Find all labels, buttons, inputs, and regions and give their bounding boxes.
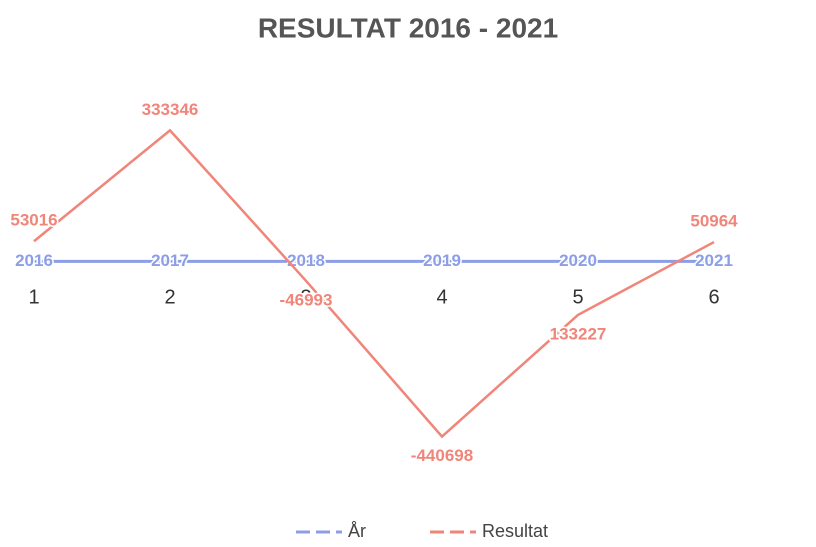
x-tick-label: 5 xyxy=(572,287,583,309)
x-tick-label: 1 xyxy=(28,287,39,309)
data-label: 53016 xyxy=(10,211,57,230)
data-label: 2018 xyxy=(287,251,325,270)
chart-title: RESULTAT 2016 - 2021 xyxy=(258,12,558,43)
data-label: 2016 xyxy=(15,251,53,270)
x-tick-label: 4 xyxy=(436,287,447,309)
x-tick-label: 3 xyxy=(300,287,311,309)
data-label: 133227 xyxy=(550,324,607,343)
data-label: 333346 xyxy=(142,100,199,119)
data-label: -46993 xyxy=(280,290,333,309)
data-label: 2020 xyxy=(559,251,597,270)
data-label: 50964 xyxy=(690,212,738,231)
data-label: 2017 xyxy=(151,251,189,270)
data-label: 2021 xyxy=(695,251,733,270)
legend-label: Resultat xyxy=(482,521,548,541)
legend-label: År xyxy=(348,521,366,541)
x-tick-label: 6 xyxy=(708,287,719,309)
x-tick-label: 2 xyxy=(164,287,175,309)
data-label: 2019 xyxy=(423,251,461,270)
series-line xyxy=(33,128,715,439)
data-label: -440698 xyxy=(411,446,473,465)
